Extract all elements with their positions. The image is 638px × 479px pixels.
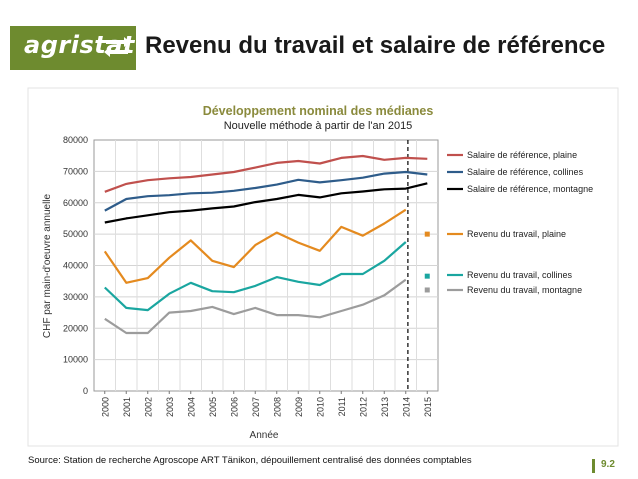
y-tick-label: 60000	[63, 198, 88, 208]
x-tick-label: 2009	[294, 397, 304, 417]
x-tick-label: 2008	[272, 397, 282, 417]
legend-label: Salaire de référence, collines	[467, 167, 584, 177]
chart-title: Développement nominal des médianes	[203, 104, 434, 118]
x-axis-label: Année	[250, 430, 279, 441]
series-2015-marker	[424, 287, 430, 293]
series-line	[103, 208, 407, 284]
slide-title: Revenu du travail et salaire de référenc…	[145, 32, 606, 59]
x-tick-label: 2012	[358, 397, 368, 417]
x-tick-label: 2013	[380, 397, 390, 417]
series-line	[104, 182, 428, 224]
agristat-logo: agristat	[10, 26, 136, 70]
logo-arrows-icon	[104, 37, 130, 57]
y-tick-label: 40000	[63, 261, 88, 271]
x-tick-label: 2006	[229, 397, 239, 417]
page-number-bar	[592, 459, 595, 473]
x-tick-label: 2003	[165, 397, 175, 417]
y-tick-label: 30000	[63, 292, 88, 302]
x-tick-label: 2002	[143, 397, 153, 417]
series-line	[104, 154, 428, 193]
y-axis-label: CHF par main-d'oeuvre annuelle	[42, 193, 53, 338]
chart-subtitle: Nouvelle méthode à partir de l'an 2015	[224, 120, 413, 132]
series-2015-marker	[424, 273, 430, 279]
series-line	[104, 278, 407, 335]
x-tick-label: 2011	[337, 397, 347, 416]
page-number: 9.2	[601, 459, 615, 470]
legend-label: Revenu du travail, plaine	[467, 229, 566, 239]
legend-label: Salaire de référence, montagne	[467, 184, 593, 194]
logo-text: agristat	[24, 31, 135, 59]
x-tick-label: 2015	[423, 397, 433, 417]
y-tick-label: 70000	[63, 166, 88, 176]
y-tick-label: 50000	[63, 229, 88, 239]
series-2015-marker	[424, 231, 430, 237]
y-tick-label: 0	[83, 386, 88, 396]
x-tick-label: 2007	[251, 397, 261, 417]
x-tick-label: 2005	[208, 397, 218, 417]
legend-label: Revenu du travail, montagne	[467, 285, 582, 295]
legend-label: Salaire de référence, plaine	[467, 150, 577, 160]
series-line	[104, 170, 428, 212]
series-line	[104, 241, 407, 312]
x-tick-label: 2000	[100, 397, 110, 417]
x-tick-label: 2014	[401, 397, 411, 417]
y-tick-label: 80000	[63, 135, 88, 145]
y-tick-label: 10000	[63, 355, 88, 365]
source-note: Source: Station de recherche Agroscope A…	[28, 455, 472, 466]
legend-label: Revenu du travail, collines	[467, 270, 573, 280]
x-tick-label: 2010	[315, 397, 325, 417]
x-tick-label: 2004	[186, 397, 196, 417]
x-tick-label: 2001	[122, 397, 132, 417]
y-tick-label: 20000	[63, 323, 88, 333]
